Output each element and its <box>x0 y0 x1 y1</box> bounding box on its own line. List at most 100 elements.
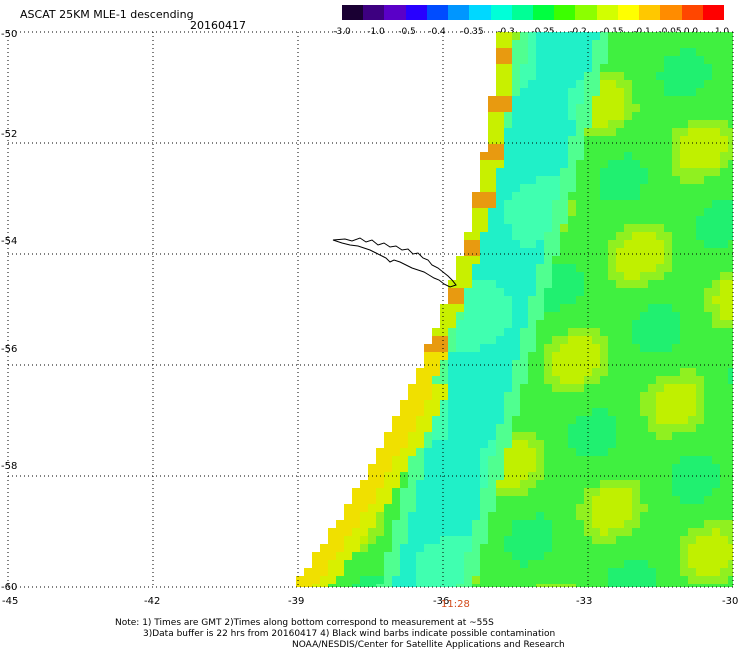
swath-cell <box>480 504 488 512</box>
swath-cell <box>688 424 696 432</box>
swath-cell <box>464 328 472 336</box>
swath-cell <box>616 544 624 552</box>
swath-cell <box>648 264 656 272</box>
swath-cell <box>720 288 728 296</box>
swath-cell <box>648 544 656 552</box>
swath-cell <box>480 512 488 520</box>
lat-label: -52 <box>1 129 17 140</box>
swath-cell <box>704 304 712 312</box>
swath-cell <box>704 376 712 384</box>
swath-cell <box>680 408 688 416</box>
swath-cell <box>664 536 672 544</box>
swath-cell <box>704 296 712 304</box>
swath-cell <box>672 344 680 352</box>
swath-cell <box>712 120 720 128</box>
swath-cell <box>488 280 496 288</box>
swath-cell <box>520 128 528 136</box>
swath-cell <box>688 104 696 112</box>
swath-cell <box>440 568 448 576</box>
swath-cell <box>624 240 632 248</box>
swath-cell <box>480 336 488 344</box>
swath-cell <box>552 560 560 568</box>
swath-cell <box>728 80 733 88</box>
swath-cell <box>592 280 600 288</box>
swath-cell <box>512 80 520 88</box>
swath-cell <box>672 32 680 40</box>
swath-cell <box>520 376 528 384</box>
swath-cell <box>704 208 712 216</box>
swath-cell <box>704 392 712 400</box>
swath-cell <box>608 552 616 560</box>
swath-cell <box>512 216 520 224</box>
swath-cell <box>696 152 704 160</box>
swath-cell <box>496 488 504 496</box>
swath-cell <box>688 40 696 48</box>
swath-cell <box>472 376 480 384</box>
swath-cell <box>648 392 656 400</box>
swath-cell <box>704 232 712 240</box>
swath-cell <box>536 64 544 72</box>
swath-cell <box>568 424 576 432</box>
swath-cell <box>672 584 680 587</box>
swath-cell <box>440 368 448 376</box>
swath-cell <box>712 528 720 536</box>
swath-cell <box>576 104 584 112</box>
swath-cell <box>720 216 728 224</box>
swath-cell <box>600 280 608 288</box>
swath-cell <box>424 520 432 528</box>
swath-cell <box>600 440 608 448</box>
swath-cell <box>512 408 520 416</box>
swath-cell <box>696 272 704 280</box>
swath-cell <box>600 400 608 408</box>
swath-cell <box>720 440 728 448</box>
swath-cell <box>504 208 512 216</box>
swath-cell <box>640 176 648 184</box>
swath-cell <box>600 304 608 312</box>
swath-cell <box>608 160 616 168</box>
swath-cell <box>720 72 728 80</box>
swath-cell <box>680 584 688 587</box>
swath-cell <box>672 152 680 160</box>
swath-cell <box>392 432 400 440</box>
swath-cell <box>536 56 544 64</box>
swath-cell <box>544 448 552 456</box>
swath-cell <box>616 40 624 48</box>
swath-cell <box>656 192 664 200</box>
swath-cell <box>512 136 520 144</box>
swath-cell <box>496 360 504 368</box>
swath-cell <box>520 216 528 224</box>
swath-cell <box>688 304 696 312</box>
swath-cell <box>592 536 600 544</box>
swath-cell <box>576 488 584 496</box>
swath-cell <box>568 400 576 408</box>
swath-cell <box>344 576 352 584</box>
swath-cell <box>448 512 456 520</box>
swath-cell <box>688 248 696 256</box>
swath-cell <box>672 352 680 360</box>
swath-cell <box>592 496 600 504</box>
swath-cell <box>656 264 664 272</box>
swath-cell <box>688 320 696 328</box>
swath-cell <box>624 120 632 128</box>
swath-cell <box>648 184 656 192</box>
swath-cell <box>672 296 680 304</box>
swath-cell <box>648 360 656 368</box>
swath-cell <box>680 288 688 296</box>
swath-cell <box>600 368 608 376</box>
swath-cell <box>568 448 576 456</box>
swath-cell <box>728 288 733 296</box>
swath-cell <box>640 392 648 400</box>
swath-cell <box>664 72 672 80</box>
swath-cell <box>632 520 640 528</box>
swath-cell <box>560 96 568 104</box>
swath-cell <box>632 40 640 48</box>
swath-cell <box>680 184 688 192</box>
swath-cell <box>576 368 584 376</box>
swath-cell <box>520 200 528 208</box>
swath-cell <box>600 176 608 184</box>
swath-cell <box>576 232 584 240</box>
lon-label: -45 <box>2 596 18 607</box>
swath-cell <box>672 88 680 96</box>
swath-cell <box>472 304 480 312</box>
swath-cell <box>432 416 440 424</box>
